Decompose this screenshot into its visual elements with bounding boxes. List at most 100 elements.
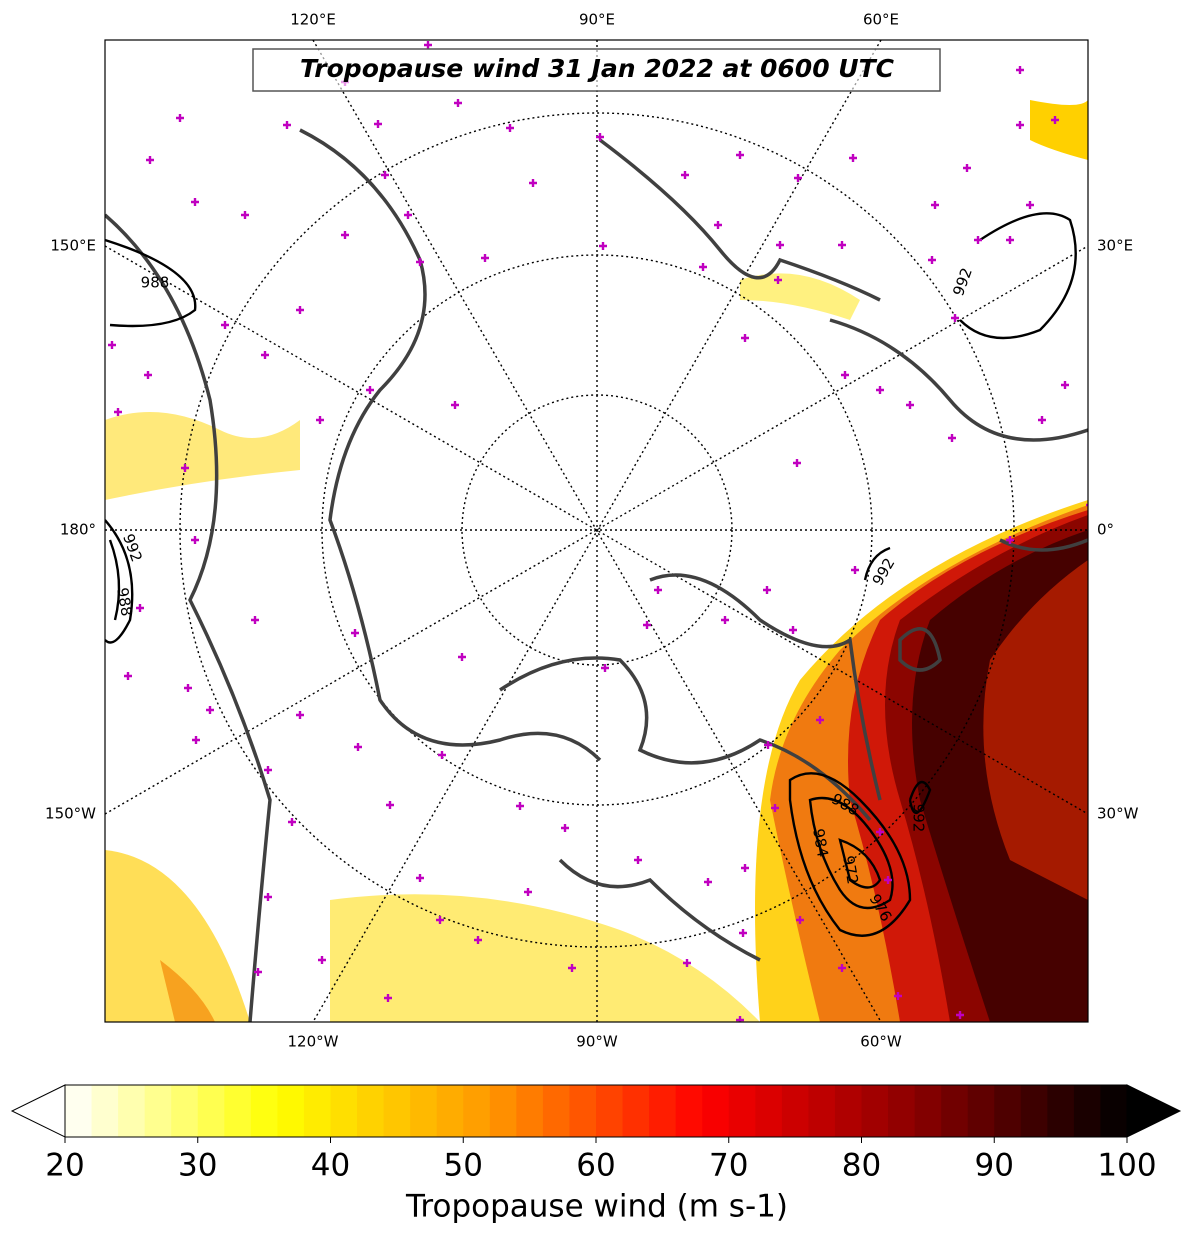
station-marker (506, 124, 514, 132)
station-marker (1026, 201, 1034, 209)
station-marker (714, 221, 722, 229)
station-marker (741, 334, 749, 342)
colorbar-segment (755, 1085, 783, 1137)
contour-label: 984 (809, 827, 832, 858)
colorbar-segment (410, 1085, 438, 1137)
colorbar-segment (250, 1085, 278, 1137)
station-marker (741, 864, 749, 872)
station-marker (596, 133, 604, 141)
colorbar-segment (91, 1085, 119, 1137)
station-marker (951, 314, 959, 322)
station-marker (841, 371, 849, 379)
station-marker (366, 386, 374, 394)
colorbar-tick-label: 80 (842, 1148, 881, 1184)
colorbar-segment (171, 1085, 199, 1137)
station-marker (404, 211, 412, 219)
colorbar-tick-label: 20 (45, 1148, 84, 1184)
colorbar-segment (357, 1085, 385, 1137)
map-field (105, 40, 1088, 1022)
station-marker (386, 801, 394, 809)
lon-label: 60°W (860, 1033, 902, 1051)
colorbar-segment (1073, 1085, 1101, 1137)
colorbar-tick-label: 70 (709, 1148, 748, 1184)
station-marker (181, 464, 189, 472)
colorbar-segment (834, 1085, 862, 1137)
station-marker (771, 804, 779, 812)
station-marker (524, 888, 532, 896)
colorbar-label: Tropopause wind (m s-1) (405, 1189, 788, 1225)
station-marker (381, 171, 389, 179)
station-marker (254, 968, 262, 976)
colorbar-segment (65, 1085, 93, 1137)
station-marker (184, 684, 192, 692)
colorbar-tick-label: 60 (576, 1148, 615, 1184)
station-marker (351, 629, 359, 637)
station-marker (481, 254, 489, 262)
station-markers (108, 41, 1088, 1022)
colorbar-segment (1020, 1085, 1048, 1137)
contour-label: 988 (113, 586, 136, 617)
station-marker (699, 263, 707, 271)
colorbar-segment (596, 1085, 624, 1137)
colorbar-tick-label: 100 (1097, 1148, 1156, 1184)
station-marker (683, 959, 691, 967)
station-marker (948, 434, 956, 442)
station-marker (851, 566, 859, 574)
station-marker (374, 120, 382, 128)
colorbar-tick-label: 50 (444, 1148, 483, 1184)
coastlines (105, 128, 1088, 1022)
station-marker (789, 626, 797, 634)
station-marker (849, 154, 857, 162)
station-marker (454, 99, 462, 107)
station-marker (221, 321, 229, 329)
pressure-contours (105, 212, 1077, 937)
colorbar-segment (277, 1085, 305, 1137)
lon-label: 90°E (579, 11, 615, 29)
colorbar-segment (436, 1085, 464, 1137)
title: Tropopause wind 31 Jan 2022 at 0600 UTC (300, 54, 895, 83)
colorbar-segment (781, 1085, 809, 1137)
station-marker (144, 371, 152, 379)
station-marker (654, 586, 662, 594)
station-marker (906, 401, 914, 409)
station-marker (1051, 116, 1059, 124)
station-marker (1038, 416, 1046, 424)
colorbar-segment (303, 1085, 331, 1137)
colorbar-segment (1047, 1085, 1075, 1137)
colorbar-tick-label: 30 (178, 1148, 217, 1184)
station-marker (704, 878, 712, 886)
station-marker (354, 743, 362, 751)
station-marker (176, 114, 184, 122)
contour-label: 992 (910, 804, 928, 833)
station-marker (838, 964, 846, 972)
station-marker (634, 856, 642, 864)
station-marker (124, 672, 132, 680)
map-frame (104, 39, 1089, 1023)
station-marker (108, 341, 116, 349)
colorbar-segment (197, 1085, 225, 1137)
station-marker (1061, 381, 1069, 389)
station-marker (316, 416, 324, 424)
lon-label: 90°W (576, 1033, 618, 1051)
contour-label: 972 (839, 854, 862, 885)
colorbar-segment (702, 1085, 730, 1137)
lon-label: 30°E (1097, 237, 1133, 255)
station-marker (318, 956, 326, 964)
colorbar-segment (463, 1085, 491, 1137)
colorbar-segment (489, 1085, 517, 1137)
station-marker (721, 616, 729, 624)
station-marker (601, 664, 609, 672)
station-marker (251, 616, 259, 624)
station-marker (424, 41, 432, 49)
station-marker (146, 156, 154, 164)
station-marker (931, 201, 939, 209)
station-marker (643, 621, 651, 629)
station-marker (474, 936, 482, 944)
station-marker (384, 994, 392, 1002)
station-marker (838, 241, 846, 249)
station-marker (241, 211, 249, 219)
colorbar-tick-label: 40 (311, 1148, 350, 1184)
station-marker (191, 536, 199, 544)
colorbar-segment (967, 1085, 995, 1137)
